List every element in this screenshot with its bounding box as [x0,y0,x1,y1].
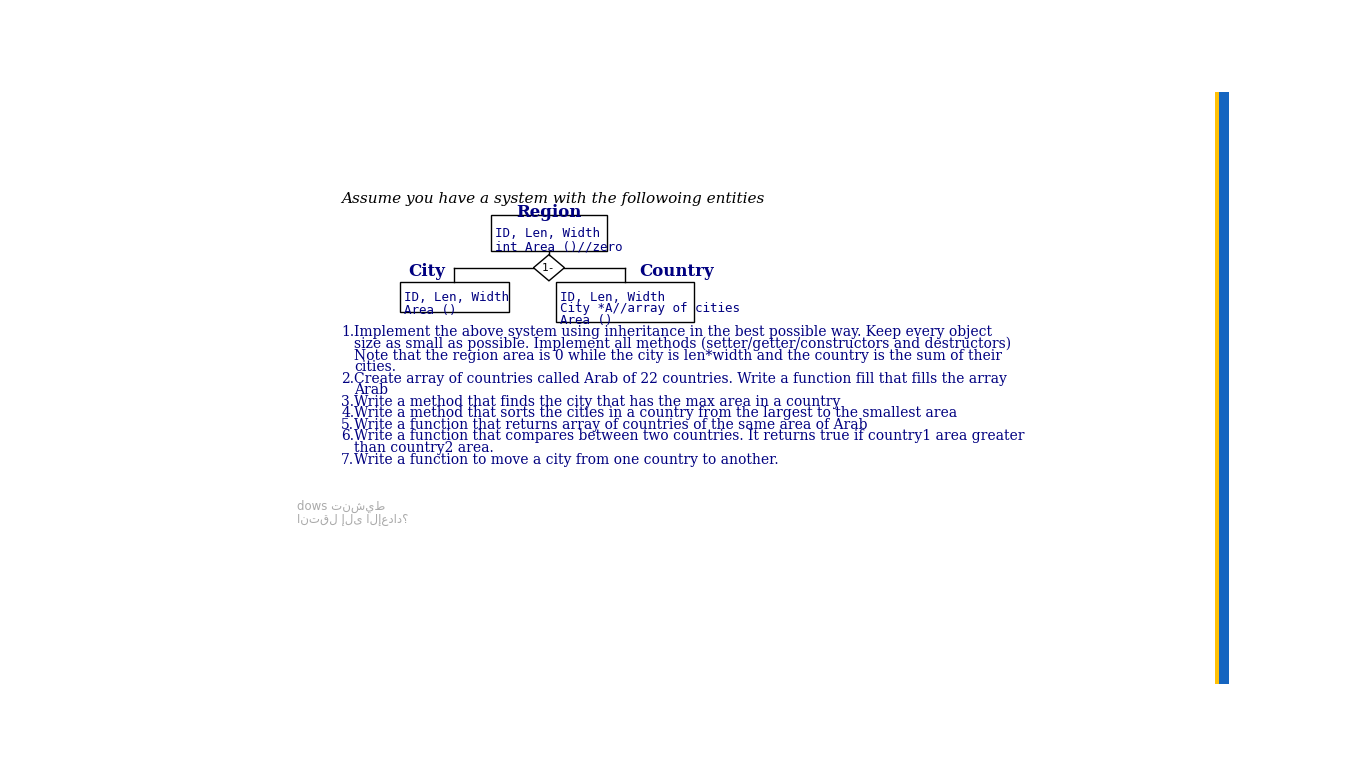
Text: ID, Len, Width: ID, Len, Width [404,291,510,304]
Text: Note that the region area is 0 while the city is len*width and the country is th: Note that the region area is 0 while the… [354,349,1003,362]
Polygon shape [534,255,564,281]
FancyBboxPatch shape [556,282,694,322]
Text: انتقل إلى الإعداد؟: انتقل إلى الإعداد؟ [296,512,408,525]
Text: Write a method that finds the city that has the max area in a country: Write a method that finds the city that … [354,395,841,409]
Text: Write a function to move a city from one country to another.: Write a function to move a city from one… [354,452,779,466]
Text: Assume you have a system with the followoing entities: Assume you have a system with the follow… [342,192,765,207]
Text: 5.: 5. [342,418,354,432]
Text: 1.: 1. [342,326,354,339]
Text: Create array of countries called Arab of 22 countries. Write a function fill tha: Create array of countries called Arab of… [354,372,1007,386]
FancyBboxPatch shape [400,282,508,313]
Text: cities.: cities. [354,360,396,374]
Bar [1218,92,1229,684]
Text: 4.: 4. [342,406,354,420]
Text: ID, Len, Width: ID, Len, Width [560,291,665,303]
Text: 7.: 7. [342,452,354,466]
Text: ID, Len, Width: ID, Len, Width [494,227,600,240]
Text: int Area ()//zero: int Area ()//zero [494,241,622,254]
Text: than country2 area.: than country2 area. [354,441,494,455]
Text: Region: Region [516,204,582,221]
Bar [1214,92,1220,684]
Text: City *A//array of cities: City *A//array of cities [560,302,740,315]
Text: size as small as possible. Implement all methods (setter/getter/constructors and: size as small as possible. Implement all… [354,337,1012,352]
Text: Arab: Arab [354,383,388,397]
FancyBboxPatch shape [490,215,607,251]
Text: Area (): Area () [404,304,456,316]
Text: Area (): Area () [560,313,612,326]
Text: 6.: 6. [342,429,354,443]
Text: 1-: 1- [542,263,556,273]
Text: City: City [408,263,445,280]
Text: Write a function that compares between two countries. It returns true if country: Write a function that compares between t… [354,429,1024,443]
Text: Write a method that sorts the cities in a country from the largest to the smalle: Write a method that sorts the cities in … [354,406,958,420]
Text: 3.: 3. [342,395,354,409]
Text: dows تنشيط: dows تنشيط [296,500,385,513]
Text: 2.: 2. [342,372,354,386]
Text: Implement the above system using inheritance in the best possible way. Keep ever: Implement the above system using inherit… [354,326,993,339]
Text: Write a function that returns array of countries of the same area of Arab: Write a function that returns array of c… [354,418,867,432]
Text: Country: Country [639,263,713,280]
